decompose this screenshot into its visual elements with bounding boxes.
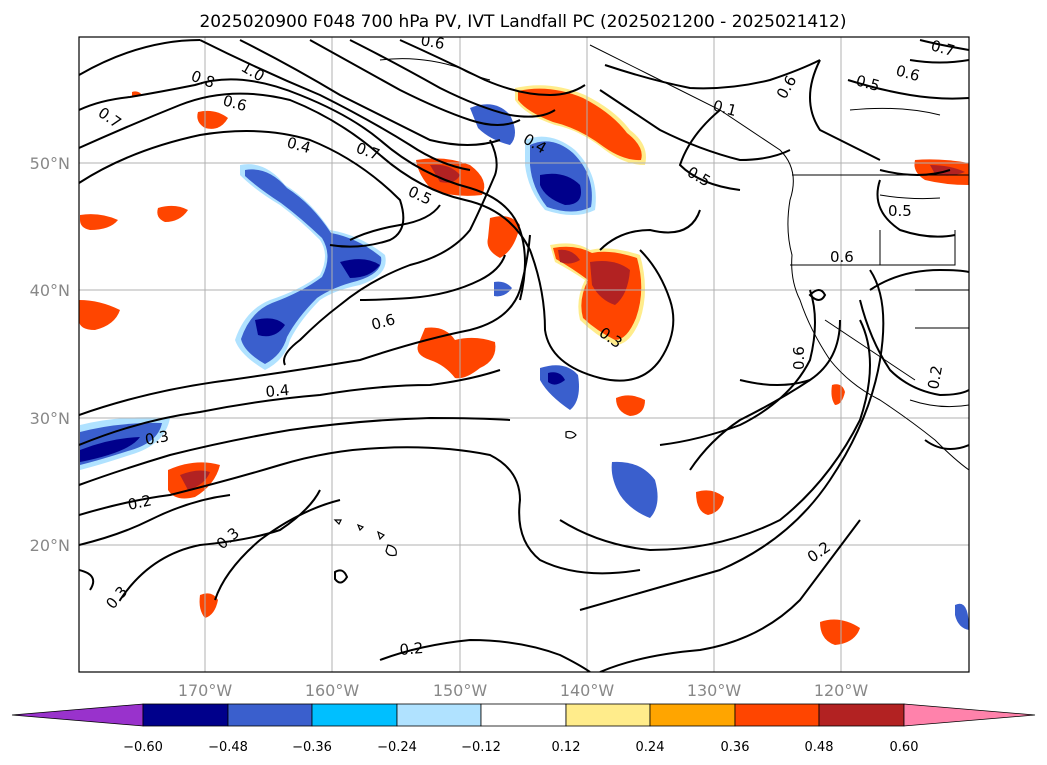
- colorbar-segment: [818, 703, 905, 727]
- contour-label: 0.6: [830, 248, 854, 266]
- colorbar-segment: [142, 703, 229, 727]
- islands: [333, 430, 577, 557]
- colorbar-ticks: −0.60 −0.48 −0.36 −0.24 −0.12 0.12 0.24 …: [123, 740, 918, 755]
- contour-label: 0.6: [790, 346, 808, 370]
- negative-shading: [80, 104, 969, 630]
- contour-label: 0.3: [144, 427, 171, 449]
- lon-label: 150°W: [433, 681, 488, 700]
- lat-label: 20°N: [30, 536, 70, 555]
- colorbar-tick: −0.24: [377, 740, 417, 755]
- colorbar-segment: [734, 703, 820, 727]
- contour-label: 0.4: [285, 133, 313, 157]
- colorbar-tick: 0.60: [890, 740, 919, 755]
- colorbar-segment: [311, 703, 398, 727]
- lat-label: 40°N: [30, 281, 70, 300]
- colorbar-tick: 0.24: [636, 740, 665, 755]
- contour-label: 0.4: [265, 381, 290, 401]
- lon-label: 130°W: [687, 681, 742, 700]
- contour-label: 0.1: [711, 96, 739, 120]
- colorbar-tick: −0.48: [208, 740, 248, 755]
- figure-title: 2025020900 F048 700 hPa PV, IVT Landfall…: [199, 12, 846, 32]
- lon-label: 140°W: [560, 681, 615, 700]
- colorbar-tick: 0.48: [805, 740, 834, 755]
- lat-label: 50°N: [30, 154, 70, 173]
- lon-label: 120°W: [814, 681, 869, 700]
- colorbar-tick: −0.60: [123, 740, 163, 755]
- contour-label: 0.2: [399, 639, 424, 659]
- contour-label: 0.6: [369, 310, 397, 334]
- latitude-labels: 50°N 40°N 30°N 20°N: [30, 154, 70, 555]
- colorbar-segment: [480, 703, 567, 727]
- colorbar-segment: [565, 703, 651, 727]
- longitude-labels: 170°W 160°W 150°W 140°W 130°W 120°W: [178, 681, 869, 700]
- contour-label: 0.2: [924, 364, 946, 391]
- lon-label: 160°W: [305, 681, 360, 700]
- contour-label: 0.7: [929, 36, 957, 60]
- colorbar-boxes: [11, 703, 1036, 727]
- colorbar-tick: −0.36: [292, 740, 332, 755]
- pv-contours: [79, 39, 969, 672]
- colorbar-segment: [227, 703, 313, 727]
- colorbar-tick: 0.12: [552, 740, 581, 755]
- colorbar: −0.60 −0.48 −0.36 −0.24 −0.12 0.12 0.24 …: [11, 703, 1036, 755]
- contour-label: 0.2: [126, 491, 153, 514]
- contour-label: 0.5: [888, 202, 912, 220]
- map-area: 1.0 0.8 0.6 0.4 0.7 0.7 0.5 0.4 0.5 0.1 …: [79, 31, 969, 672]
- positive-shading: [79, 85, 969, 645]
- lat-label: 30°N: [30, 409, 70, 428]
- colorbar-tick: 0.36: [721, 740, 750, 755]
- contour-label: 0.6: [894, 61, 922, 85]
- contour-label: 0.5: [854, 71, 882, 95]
- colorbar-segment: [903, 703, 1036, 727]
- colorbar-segment: [396, 703, 482, 727]
- colorbar-tick: −0.12: [461, 740, 501, 755]
- colorbar-segment: [11, 703, 144, 727]
- contour-label: 0.6: [419, 31, 446, 53]
- lon-label: 170°W: [178, 681, 233, 700]
- map-frame: [78, 36, 970, 673]
- colorbar-segment: [649, 703, 736, 727]
- contour-label: 0.6: [221, 91, 249, 115]
